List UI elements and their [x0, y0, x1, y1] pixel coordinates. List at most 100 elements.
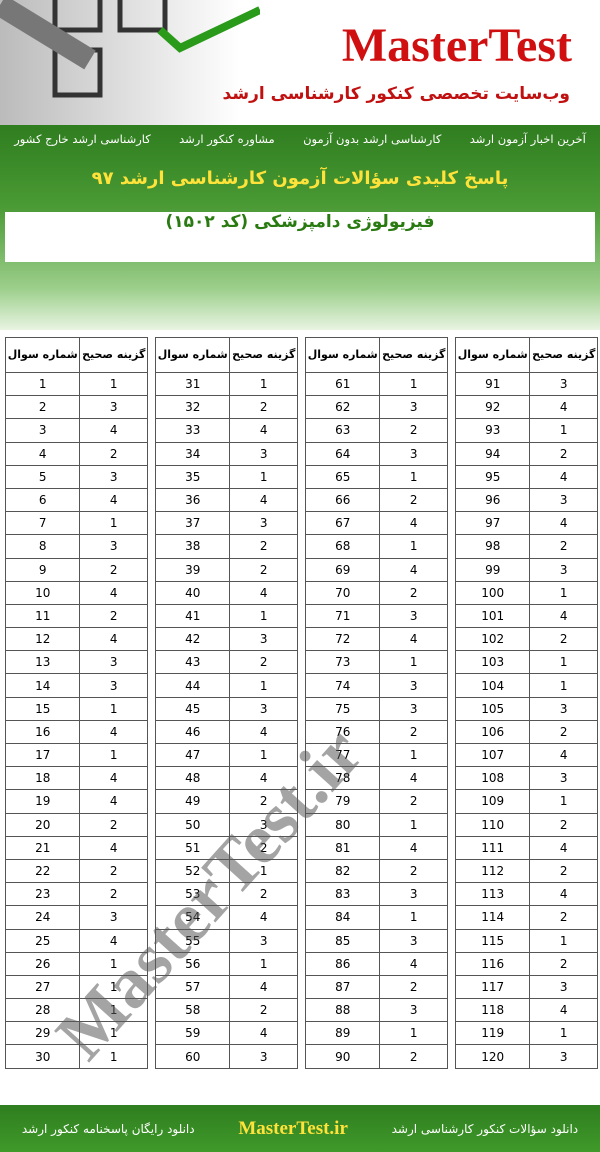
- question-number: 102: [454, 627, 531, 652]
- answer-row: 84 1: [304, 905, 448, 930]
- answer: 4: [379, 511, 448, 536]
- question-number: 89: [304, 1021, 381, 1046]
- question-number: 2: [4, 395, 81, 420]
- answer-row: 66 2: [304, 487, 448, 513]
- question-number: 31: [154, 371, 231, 397]
- question-number: 16: [4, 719, 81, 745]
- question-number: 47: [154, 742, 231, 768]
- answer-row: 100 1: [454, 580, 598, 605]
- answer: 2: [529, 441, 598, 466]
- answer-row: 63 2: [304, 418, 448, 443]
- footer-link[interactable]: دانلود سؤالات کنکور کارشناسی ارشد: [391, 1121, 579, 1136]
- question-number: 38: [154, 534, 231, 559]
- question-number: 4: [4, 441, 81, 466]
- answer: 3: [79, 534, 148, 559]
- answer-row: 48 4: [154, 766, 298, 791]
- question-number: 24: [4, 905, 81, 930]
- answer-row: 40 4: [154, 580, 298, 605]
- answer-table: شماره سوال گزینه صحیح 31 1 32 2 33 4 34 3 35 1 36 4 37…: [154, 337, 298, 1069]
- answer: 2: [229, 998, 298, 1023]
- header: MasterTest وب‌سایت تخصصی کنکور کارشناسی …: [0, 0, 600, 125]
- question-number: 29: [4, 1021, 81, 1046]
- question-number: 66: [304, 487, 381, 513]
- question-number: 119: [454, 1021, 531, 1046]
- answer-row: 105 3: [454, 696, 598, 721]
- question-number: 69: [304, 557, 381, 582]
- question-number: 108: [454, 766, 531, 791]
- answer-row: 16 4: [4, 719, 148, 745]
- question-number: 56: [154, 951, 231, 976]
- answer: 1: [379, 534, 448, 559]
- answer: 4: [79, 719, 148, 745]
- question-number: 53: [154, 882, 231, 907]
- answer-row: 67 4: [304, 511, 448, 536]
- answer-row: 21 4: [4, 835, 148, 860]
- answer: 4: [229, 580, 298, 605]
- nav-link[interactable]: مشاوره کنکور ارشد: [179, 132, 275, 146]
- footer-link[interactable]: MasterTest.ir: [238, 1117, 348, 1139]
- question-number: 21: [4, 835, 81, 860]
- question-number: 84: [304, 905, 381, 930]
- question-number: 80: [304, 812, 381, 837]
- answer: 3: [79, 464, 148, 489]
- answer: 1: [229, 673, 298, 698]
- question-number: 77: [304, 742, 381, 768]
- answer-row: 18 4: [4, 766, 148, 791]
- nav-link[interactable]: کارشناسی ارشد بدون آزمون: [303, 132, 442, 146]
- answer-table: شماره سوال گزینه صحیح 61 1 62 3 63 2 64 3 65 1 66 2 67…: [304, 337, 448, 1069]
- answer-row: 83 3: [304, 882, 448, 907]
- nav-link[interactable]: کارشناسی ارشد خارج کشور: [14, 132, 151, 146]
- answer: 1: [229, 464, 298, 489]
- question-number: 75: [304, 696, 381, 721]
- question-number: 106: [454, 719, 531, 745]
- answer: 3: [529, 487, 598, 513]
- answer-row: 27 1: [4, 974, 148, 1000]
- answer-row: 12 4: [4, 627, 148, 652]
- answer-row: 104 1: [454, 673, 598, 698]
- answer: 2: [79, 812, 148, 837]
- question-number: 1: [4, 371, 81, 397]
- question-number: 18: [4, 766, 81, 791]
- answer-row: 119 1: [454, 1021, 598, 1046]
- answer-row: 96 3: [454, 487, 598, 513]
- answer-row: 97 4: [454, 511, 598, 536]
- question-number: 104: [454, 673, 531, 698]
- answer: 4: [529, 998, 598, 1023]
- answer: 2: [379, 789, 448, 814]
- question-number: 61: [304, 371, 381, 397]
- answer-row: 56 1: [154, 951, 298, 976]
- answer: 2: [379, 418, 448, 443]
- answer-row: 32 2: [154, 395, 298, 420]
- answer: 4: [79, 580, 148, 605]
- answer: 4: [529, 835, 598, 860]
- answer: 1: [229, 371, 298, 397]
- column-header: گزینه صحیح: [529, 337, 598, 373]
- question-number: 5: [4, 464, 81, 489]
- answer-row: 73 1: [304, 650, 448, 675]
- question-number: 7: [4, 511, 81, 536]
- answer: 2: [79, 882, 148, 907]
- question-number: 118: [454, 998, 531, 1023]
- answer-row: 99 3: [454, 557, 598, 582]
- answer: 1: [79, 742, 148, 768]
- question-number: 67: [304, 511, 381, 536]
- answer: 1: [529, 1021, 598, 1046]
- question-number: 64: [304, 441, 381, 466]
- answer: 2: [79, 441, 148, 466]
- nav-link[interactable]: آخرین اخبار آزمون ارشد: [469, 132, 586, 146]
- answer-row: 19 4: [4, 789, 148, 814]
- answer-row: 114 2: [454, 905, 598, 930]
- answer-row: 14 3: [4, 673, 148, 698]
- footer-link[interactable]: دانلود رایگان پاسخنامه کنکور ارشد: [21, 1121, 195, 1136]
- question-number: 44: [154, 673, 231, 698]
- question-number: 33: [154, 418, 231, 443]
- question-number: 22: [4, 858, 81, 884]
- answer-row: 34 3: [154, 441, 298, 466]
- question-number: 73: [304, 650, 381, 675]
- answer: 1: [79, 998, 148, 1023]
